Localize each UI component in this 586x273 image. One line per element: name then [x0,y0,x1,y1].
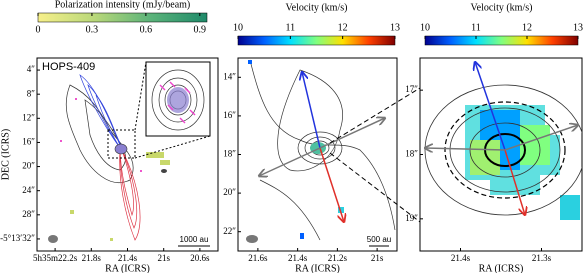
colorbar-label: Velocity (km/s) [286,2,348,13]
x-axis-label: RA (ICRS) [105,263,150,273]
colorbar [424,35,579,46]
x-tick-label: 21.8s [82,253,102,263]
x-tick-label: 20.6s [190,253,210,263]
colorbar-tick-label: 11 [471,22,481,33]
y-tick-label: 20″ [223,187,236,197]
y-tick-label: 28″ [22,209,35,219]
annotation: HOPS-409 [42,61,95,73]
y-tick-label: 22″ [223,226,236,236]
y-axis-label: DEC (ICRS) [0,129,11,180]
map [425,62,582,220]
colorbar-label: Velocity (km/s) [471,2,533,13]
x-tick-label: 21s [371,253,384,263]
colorbar-tick-label: 13 [573,22,583,33]
x-axis-label: RA (ICRS) [479,263,524,273]
x-tick-label: 21.2s [328,253,348,263]
panel-2 [237,57,421,252]
colorbar-tick-label: 12 [338,22,348,33]
panel-3 [419,57,583,252]
colorbar-tick-label: 11 [286,22,296,33]
y-tick-label: 17″ [405,84,418,94]
y-tick-label: 18″ [223,149,236,159]
y-tick-label: 20″ [22,161,35,171]
x-tick-label: 21.3s [532,253,552,263]
y-tick-label: 14″ [223,71,236,81]
colorbar [237,35,396,46]
map [246,59,396,247]
colorbar-tick-label: 0 [36,24,41,35]
colorbar-tick-label: 0.6 [140,24,153,35]
scale-bar-label: 1000 au [180,235,209,244]
y-tick-label: 24″ [22,185,35,195]
y-tick-label: 19″ [405,213,418,223]
x-tick-label: 21.4s [451,253,471,263]
x-tick-label: 21s [157,253,170,263]
y-tick-label: 18″ [405,149,418,159]
colorbar-tick-label: 10 [233,22,243,33]
y-tick-label: 8″ [27,88,36,98]
colorbar-tick-label: 10 [420,22,430,33]
x-tick-label: 21.6s [248,253,268,263]
colorbar-tick-label: 12 [522,22,532,33]
colorbar [37,12,208,23]
x-tick-label: 21.4s [288,253,308,263]
colorbar-tick-label: 0.9 [194,24,207,35]
x-tick-label: 21.4s [118,253,138,263]
y-tick-label: -5°13′32″ [0,233,35,243]
y-tick-label: 12″ [22,112,35,122]
colorbar-tick-label: 13 [390,22,400,33]
x-axis-label: RA (ICRS) [295,263,340,273]
y-tick-label: 4″ [27,64,36,74]
colorbar-tick-label: 0.3 [86,24,99,35]
panel-1 [36,57,219,252]
x-tick-label: 5h35m22.2s [33,253,78,263]
map [48,61,211,247]
y-tick-label: 16″ [223,110,236,120]
scale-bar-label: 500 au [367,235,391,244]
y-tick-label: 16″ [22,137,35,147]
colorbar-label: Polarization intensity (mJy/beam) [55,0,191,10]
